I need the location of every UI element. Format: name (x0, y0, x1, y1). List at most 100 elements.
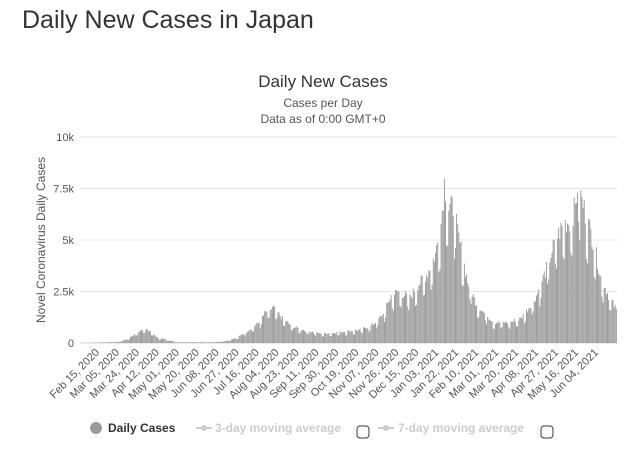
bar[interactable] (523, 323, 525, 343)
bar[interactable] (389, 299, 391, 343)
bar[interactable] (388, 302, 390, 343)
bar[interactable] (486, 324, 488, 343)
bar[interactable] (117, 341, 119, 343)
bar[interactable] (494, 324, 496, 343)
bar[interactable] (551, 252, 553, 343)
bar[interactable] (568, 224, 570, 343)
bar[interactable] (600, 276, 602, 343)
bar[interactable] (435, 252, 436, 343)
bar[interactable] (224, 341, 226, 343)
bar[interactable] (559, 239, 561, 343)
bar[interactable] (226, 340, 228, 343)
bar[interactable] (257, 323, 259, 343)
bar[interactable] (325, 333, 327, 343)
bar[interactable] (562, 256, 564, 343)
bar[interactable] (572, 225, 574, 343)
bar[interactable] (108, 342, 110, 343)
bar[interactable] (528, 308, 530, 343)
bar[interactable] (351, 331, 353, 343)
bar[interactable] (409, 294, 411, 343)
bar[interactable] (210, 342, 212, 343)
bar[interactable] (468, 286, 470, 343)
bar[interactable] (136, 335, 138, 343)
bar[interactable] (314, 334, 316, 343)
bar[interactable] (306, 333, 308, 343)
bar[interactable] (309, 331, 311, 343)
bar[interactable] (561, 225, 563, 343)
bar[interactable] (582, 207, 584, 343)
bar[interactable] (144, 332, 146, 343)
bar[interactable] (393, 294, 395, 343)
bar[interactable] (277, 312, 279, 343)
bar[interactable] (386, 302, 388, 343)
bar[interactable] (511, 321, 513, 343)
bar[interactable] (540, 297, 542, 343)
bar[interactable] (283, 325, 284, 343)
bar[interactable] (412, 288, 414, 343)
bar[interactable] (163, 338, 165, 343)
bar[interactable] (504, 321, 506, 343)
bar[interactable] (537, 293, 539, 343)
bar[interactable] (585, 258, 587, 343)
bar[interactable] (479, 310, 481, 343)
bar[interactable] (133, 334, 135, 343)
bar[interactable] (208, 342, 210, 343)
bar[interactable] (253, 331, 255, 343)
bar[interactable] (342, 332, 344, 343)
bar[interactable] (472, 294, 474, 343)
bar[interactable] (507, 323, 509, 343)
bar[interactable] (428, 270, 430, 343)
bar[interactable] (421, 275, 423, 343)
bar[interactable] (407, 306, 409, 343)
bar[interactable] (166, 340, 168, 343)
bar[interactable] (595, 247, 597, 343)
bar[interactable] (602, 302, 604, 343)
bar[interactable] (565, 232, 567, 343)
bar[interactable] (397, 291, 399, 343)
bar[interactable] (222, 341, 223, 343)
bar[interactable] (549, 262, 551, 343)
bar[interactable] (609, 309, 611, 343)
bar[interactable] (230, 339, 232, 343)
bar[interactable] (563, 259, 565, 343)
bar[interactable] (583, 199, 585, 343)
bar[interactable] (212, 342, 213, 343)
bar[interactable] (304, 330, 306, 343)
bar[interactable] (281, 315, 283, 343)
bar[interactable] (184, 342, 186, 343)
bar[interactable] (320, 334, 322, 343)
bar[interactable] (382, 313, 384, 343)
bar[interactable] (471, 296, 473, 343)
bar[interactable] (214, 342, 216, 343)
bar[interactable] (538, 289, 540, 343)
bar[interactable] (157, 337, 159, 343)
bar[interactable] (365, 328, 367, 343)
bar[interactable] (530, 308, 532, 343)
bar[interactable] (187, 342, 189, 343)
bar[interactable] (162, 338, 164, 343)
legend-marker-3day[interactable] (201, 425, 207, 431)
bar[interactable] (571, 256, 573, 343)
bar[interactable] (542, 275, 544, 343)
bar[interactable] (356, 330, 358, 343)
bar[interactable] (279, 316, 281, 343)
bar[interactable] (265, 311, 267, 343)
bar[interactable] (153, 334, 155, 343)
bar[interactable] (467, 282, 469, 343)
bar[interactable] (531, 314, 533, 343)
bar[interactable] (461, 285, 463, 343)
bar[interactable] (437, 242, 439, 343)
bar[interactable] (484, 320, 486, 343)
bar[interactable] (458, 232, 460, 343)
bar[interactable] (557, 238, 559, 343)
bar[interactable] (270, 309, 272, 343)
bar[interactable] (357, 330, 359, 343)
bar[interactable] (604, 287, 606, 343)
bar[interactable] (232, 339, 233, 343)
bar[interactable] (344, 331, 345, 343)
bar[interactable] (324, 332, 326, 343)
bar[interactable] (550, 257, 552, 343)
bar[interactable] (420, 275, 422, 343)
bar[interactable] (560, 222, 562, 343)
bar[interactable] (315, 335, 317, 343)
